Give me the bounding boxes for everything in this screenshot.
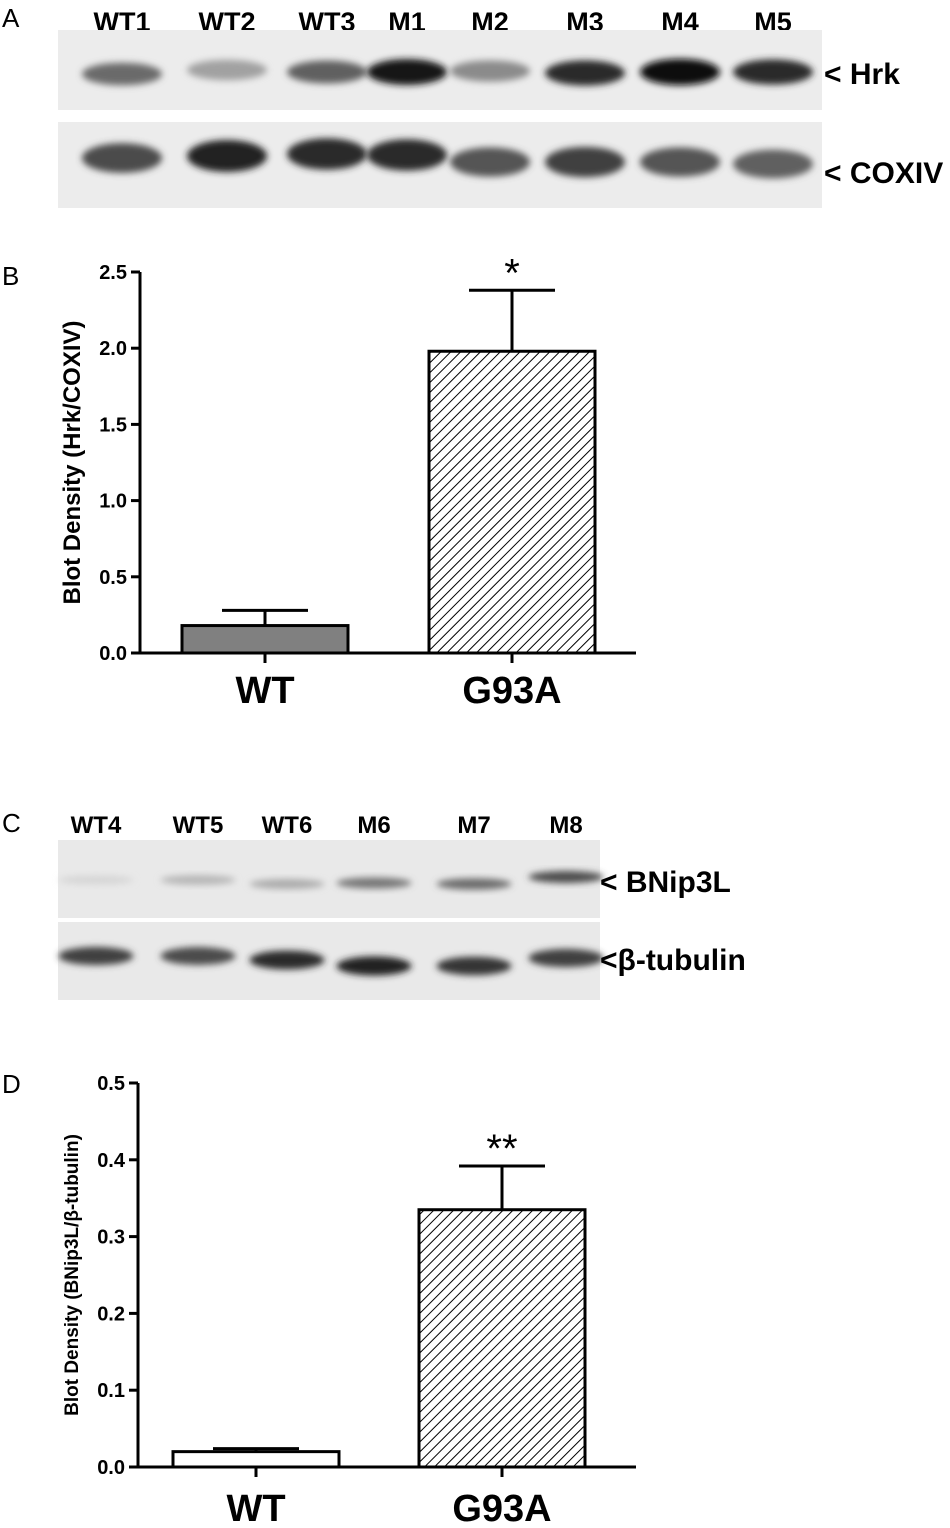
lane-label: M6 (357, 812, 390, 839)
y-tick-label: 2.0 (99, 338, 127, 360)
protein-label: < Hrk (824, 58, 900, 91)
panel-letter-c: C (2, 808, 21, 838)
blot-band (528, 871, 604, 883)
lane-label: WT6 (262, 812, 313, 839)
blot-band (367, 139, 447, 171)
blot-band (160, 947, 236, 965)
blot-strip (58, 840, 600, 918)
blot-band (436, 878, 512, 890)
panel-b: B 0.0 0.5 1.0 1.5 2.0 2.5 Blot Density (Hrk/CO… (2, 251, 636, 712)
blot-band (58, 875, 134, 885)
y-tick-label: 2.5 (99, 262, 127, 284)
y-tick-label: 1.0 (99, 491, 127, 513)
bar (171, 1450, 341, 1469)
blot-a: WT1 WT2 WT3 M1 M2 M3 M4 M5< Hrk< COXIV (58, 7, 943, 208)
blot-strip (58, 922, 600, 1000)
y-tick-label: 0.0 (97, 1457, 125, 1479)
y-tick-label: 0.2 (97, 1303, 125, 1325)
lane-label: M8 (549, 812, 582, 839)
y-tick-label: 0.5 (97, 1073, 125, 1095)
lane-label: M7 (457, 812, 490, 839)
significance-marker: * (504, 251, 520, 295)
blot-band (187, 140, 267, 172)
chart-b: 0.0 0.5 1.0 1.5 2.0 2.5 Blot Density (Hrk/COXI… (59, 251, 636, 712)
blot-band (450, 147, 530, 177)
blot-band (528, 948, 604, 968)
panel-a: A WT1 WT2 WT3 M1 M2 M3 M4 M5< Hrk< COXIV (2, 3, 943, 208)
protein-label: < BNip3L (600, 866, 731, 899)
blot-band (545, 146, 625, 178)
protein-label: < COXIV (824, 157, 943, 190)
protein-label: <β-tubulin (600, 944, 746, 977)
blot-c: WT4 WT5 WT6 M6 M7 M8 < BNip3L <β-tubulin (58, 812, 746, 1000)
y-axis-title: Blot Density (Hrk/COXIV) (59, 320, 86, 604)
chart-d: 0.0 0.1 0.2 0.3 0.4 0.5 Blot Density (BNip3L/β… (62, 1073, 636, 1528)
blot-band (450, 60, 530, 82)
blot-band (249, 878, 325, 890)
y-tick-label: 0.3 (97, 1227, 125, 1249)
significance-marker: ** (486, 1127, 517, 1171)
y-tick-label: 0.1 (97, 1380, 125, 1402)
blot-band (733, 59, 813, 85)
x-category-label: WT (226, 1488, 285, 1528)
y-tick-label: 0.5 (99, 567, 127, 589)
y-tick-label: 0.4 (97, 1150, 126, 1172)
blot-band (187, 59, 267, 81)
blot-band (249, 950, 325, 970)
blot-band (640, 58, 720, 86)
blot-band (287, 138, 367, 170)
panel-letter-b: B (2, 261, 19, 291)
panel-d: D 0.0 0.1 0.2 0.3 0.4 0.5 Blot Density (BNip3L… (2, 1069, 636, 1528)
blot-band (287, 60, 367, 84)
blot-band (545, 60, 625, 86)
blot-band (436, 956, 512, 976)
blot-band (640, 147, 720, 177)
blot-band (160, 875, 236, 885)
x-category-label: WT (235, 670, 294, 712)
lane-label: WT5 (173, 812, 224, 839)
x-category-label: G93A (462, 670, 561, 712)
bar (417, 1208, 587, 1469)
y-tick-label: 0.0 (99, 643, 127, 665)
y-tick-label: 1.5 (99, 414, 127, 436)
bar (180, 624, 350, 655)
blot-band (367, 59, 447, 85)
bar (427, 349, 597, 655)
x-category-label: G93A (452, 1488, 551, 1528)
blot-band (82, 143, 162, 173)
blot-band (336, 877, 412, 889)
blot-band (336, 956, 412, 976)
panel-letter-a: A (2, 3, 20, 33)
blot-band (82, 62, 162, 86)
lane-label: WT4 (71, 812, 122, 839)
y-axis-title: Blot Density (BNip3L/β-tubulin) (62, 1134, 83, 1416)
blot-band (733, 149, 813, 179)
panel-c: C WT4 WT5 WT6 M6 M7 M8 < BNip3L <β-tubulin (2, 808, 746, 1000)
blot-band (58, 946, 134, 966)
panel-letter-d: D (2, 1069, 21, 1099)
